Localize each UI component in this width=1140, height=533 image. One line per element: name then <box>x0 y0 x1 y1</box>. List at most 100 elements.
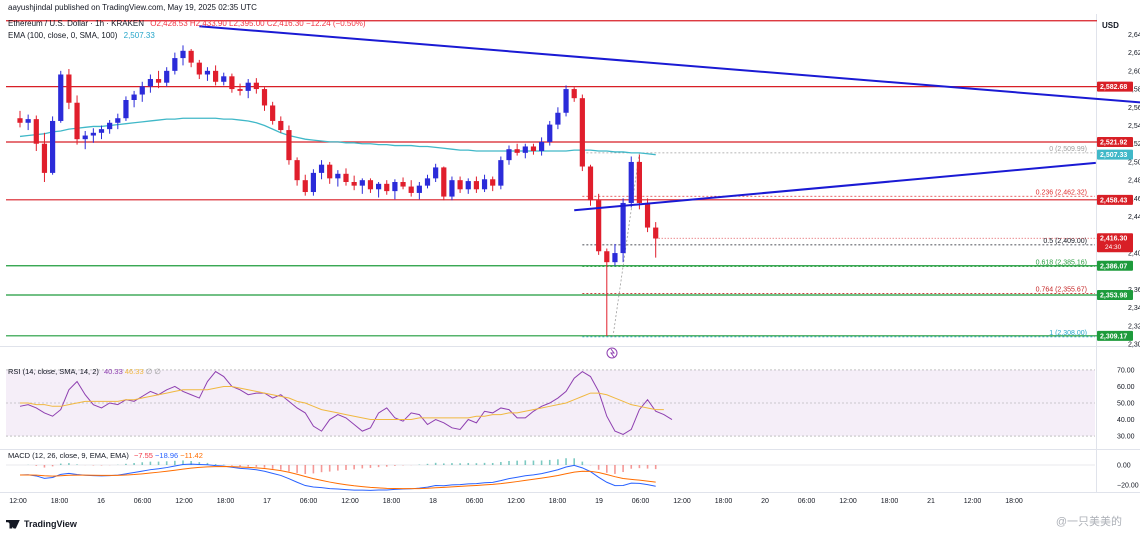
x-tick-label: 12:00 <box>341 498 359 505</box>
fib-connector <box>612 152 640 337</box>
candle <box>530 143 537 155</box>
y-tick-label: 2,500.00 <box>1128 159 1140 166</box>
candle-body <box>563 89 569 113</box>
level-price-tag-bg <box>1097 136 1133 147</box>
candle <box>82 130 88 150</box>
candle <box>213 65 219 86</box>
candle-body <box>327 164 333 179</box>
x-tick-label: 06:00 <box>134 498 152 505</box>
y-tick-label: 2,560.00 <box>1128 105 1140 112</box>
symbol-title[interactable]: Ethereum / U.S. Dollar · 1h · KRAKEN <box>8 19 145 28</box>
level-price-tag-text: 2,582.68 <box>1100 84 1127 91</box>
candle-body <box>473 181 479 190</box>
rsi-legend-empty-1: ∅ <box>145 367 153 376</box>
y-tick-label: 2,320.00 <box>1128 323 1140 330</box>
y-tick-label: 2,360.00 <box>1128 287 1140 294</box>
candle-body <box>245 82 251 91</box>
candle-body <box>229 76 235 90</box>
ema-legend[interactable]: EMA (100, close, 0, SMA, 100) 2,507.33 <box>8 31 155 40</box>
candle-body <box>123 100 129 119</box>
candle-body <box>522 146 528 153</box>
y-tick-label: 2,580.00 <box>1128 87 1140 94</box>
candle-body <box>392 182 398 192</box>
candle <box>498 156 504 190</box>
candle <box>180 45 186 66</box>
candle <box>604 248 610 336</box>
candle-body <box>433 167 439 179</box>
candle-body <box>506 149 512 161</box>
candle-body <box>498 160 504 186</box>
last-price-tag-bg <box>1097 233 1133 253</box>
y-tick-label: 2,440.00 <box>1128 214 1140 221</box>
candle-body <box>628 161 634 203</box>
level-price-tag-bg <box>1097 194 1133 205</box>
level-price-tag-text: 2,353.98 <box>1100 292 1127 299</box>
x-tick-label: 16 <box>97 498 105 505</box>
candle <box>172 52 178 75</box>
candle <box>196 59 202 80</box>
candle <box>392 179 398 200</box>
candle-body <box>310 172 316 193</box>
candle-body <box>318 164 325 173</box>
ema-100-line <box>19 117 656 156</box>
candle-body <box>115 118 121 123</box>
watermark: @一只美美的 <box>1055 516 1122 528</box>
fib-level-label: 0.5 (2,409.00) <box>1043 238 1087 245</box>
candle <box>457 176 463 193</box>
candle <box>343 168 349 186</box>
candle-body <box>571 89 577 99</box>
candle <box>367 178 374 193</box>
candle-body <box>261 89 268 106</box>
publisher-line: aayushjindal published on TradingView.co… <box>8 3 257 12</box>
candle-body <box>196 62 202 75</box>
candle-body <box>98 129 105 133</box>
level-price-tag-text: 2,521.92 <box>1100 139 1127 146</box>
candle-body <box>579 98 585 167</box>
level-price-tag-bg <box>1097 260 1133 271</box>
candle-body <box>416 185 422 193</box>
currency-label[interactable]: USD <box>1102 21 1119 30</box>
ema-price-tag: 2,507.33 <box>1097 149 1133 160</box>
y-tick-label: 2,460.00 <box>1128 196 1140 203</box>
candle <box>384 180 390 195</box>
x-tick-label: 12:00 <box>964 498 982 505</box>
candle <box>74 95 80 145</box>
x-tick-label: 18:00 <box>217 498 235 505</box>
y-tick-label: 2,600.00 <box>1128 68 1140 75</box>
x-tick-label: 12:00 <box>839 498 857 505</box>
candle <box>441 166 447 201</box>
candle <box>294 157 300 186</box>
candle <box>563 85 569 117</box>
candle <box>237 83 243 96</box>
candle-body <box>172 58 178 71</box>
candle-body <box>530 146 537 152</box>
candle-body <box>587 166 594 201</box>
candle-body <box>400 182 406 187</box>
level-price-tag-bg <box>1097 330 1133 341</box>
candle <box>514 143 520 156</box>
macd-legend[interactable]: MACD (12, 26, close, 9, EMA, EMA) −7.55 … <box>8 451 203 460</box>
candle <box>587 164 594 206</box>
alert-icon <box>606 347 618 359</box>
x-tick-label: 12:00 <box>673 498 691 505</box>
candle <box>278 116 284 133</box>
y-tick-label: 2,480.00 <box>1128 178 1140 185</box>
alert-icon-ring <box>606 347 618 359</box>
candle <box>229 73 235 93</box>
fib-level-label: 1 (2,308.00) <box>1049 330 1087 337</box>
rsi-tick-label: 50.00 <box>1117 401 1135 408</box>
candle <box>335 170 341 187</box>
rsi-legend[interactable]: RSI (14, close, SMA, 14, 2) 40.33 46.33 … <box>8 367 161 376</box>
candle-body <box>490 179 496 186</box>
candle-body <box>653 227 659 239</box>
candle <box>628 156 634 208</box>
candle <box>522 143 528 159</box>
candle-body <box>188 50 194 63</box>
tradingview-logo[interactable]: TradingView <box>6 519 77 529</box>
candle-body <box>514 149 520 153</box>
rsi-line <box>19 370 673 435</box>
candle <box>261 87 268 111</box>
fib-level-label: 0.618 (2,385.16) <box>1036 260 1087 267</box>
